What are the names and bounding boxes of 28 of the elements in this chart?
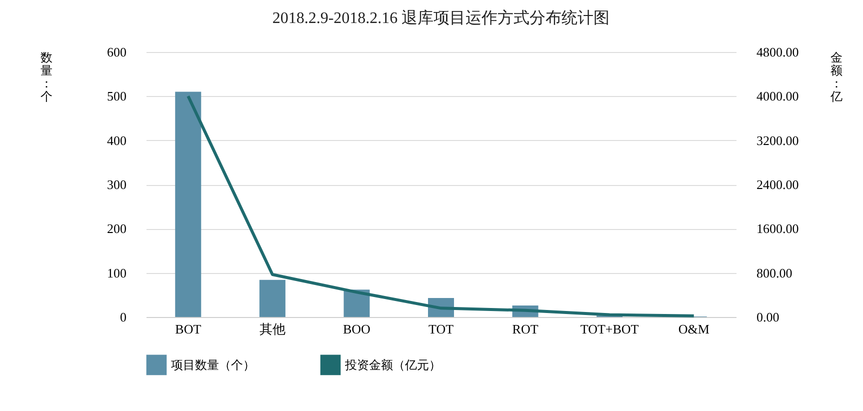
y2-axis-title: 金额：亿 xyxy=(830,50,842,104)
y-tick-label: 300 xyxy=(107,177,126,192)
bar xyxy=(259,280,286,317)
x-tick-label: BOO xyxy=(342,322,370,336)
chart-title: 2018.2.9-2018.2.16 退库项目运作方式分布统计图 xyxy=(272,9,610,27)
y-tick-label: 100 xyxy=(107,265,126,280)
bar xyxy=(175,92,202,317)
y-tick-label: 400 xyxy=(107,132,126,148)
y2-tick-label: 4800.00 xyxy=(756,44,799,60)
y-tick-label: 200 xyxy=(107,221,126,236)
y2-tick-label: 3200.00 xyxy=(756,132,799,148)
x-tick-label: TOT+BOT xyxy=(580,322,639,336)
y-tick-label: 600 xyxy=(107,44,126,60)
y2-tick-label: 800.00 xyxy=(756,265,792,280)
y2-tick-label: 1600.00 xyxy=(756,221,799,236)
x-tick-label: 其他 xyxy=(259,322,286,336)
y-tick-label: 500 xyxy=(107,88,126,104)
y-axis-title: 数量：个 xyxy=(40,50,52,104)
y2-tick-label: 4000.00 xyxy=(756,88,799,104)
x-tick-label: ROT xyxy=(512,322,538,336)
legend-label: 项目数量（个） xyxy=(171,358,255,372)
legend-label: 投资金额（亿元） xyxy=(344,358,441,372)
y2-tick-label: 0.00 xyxy=(756,310,780,324)
x-tick-label: TOT xyxy=(428,322,454,336)
x-tick-label: O&M xyxy=(678,322,710,336)
y-tick-label: 0 xyxy=(120,310,126,324)
x-tick-label: BOT xyxy=(175,322,202,336)
y2-tick-label: 2400.00 xyxy=(756,177,799,192)
